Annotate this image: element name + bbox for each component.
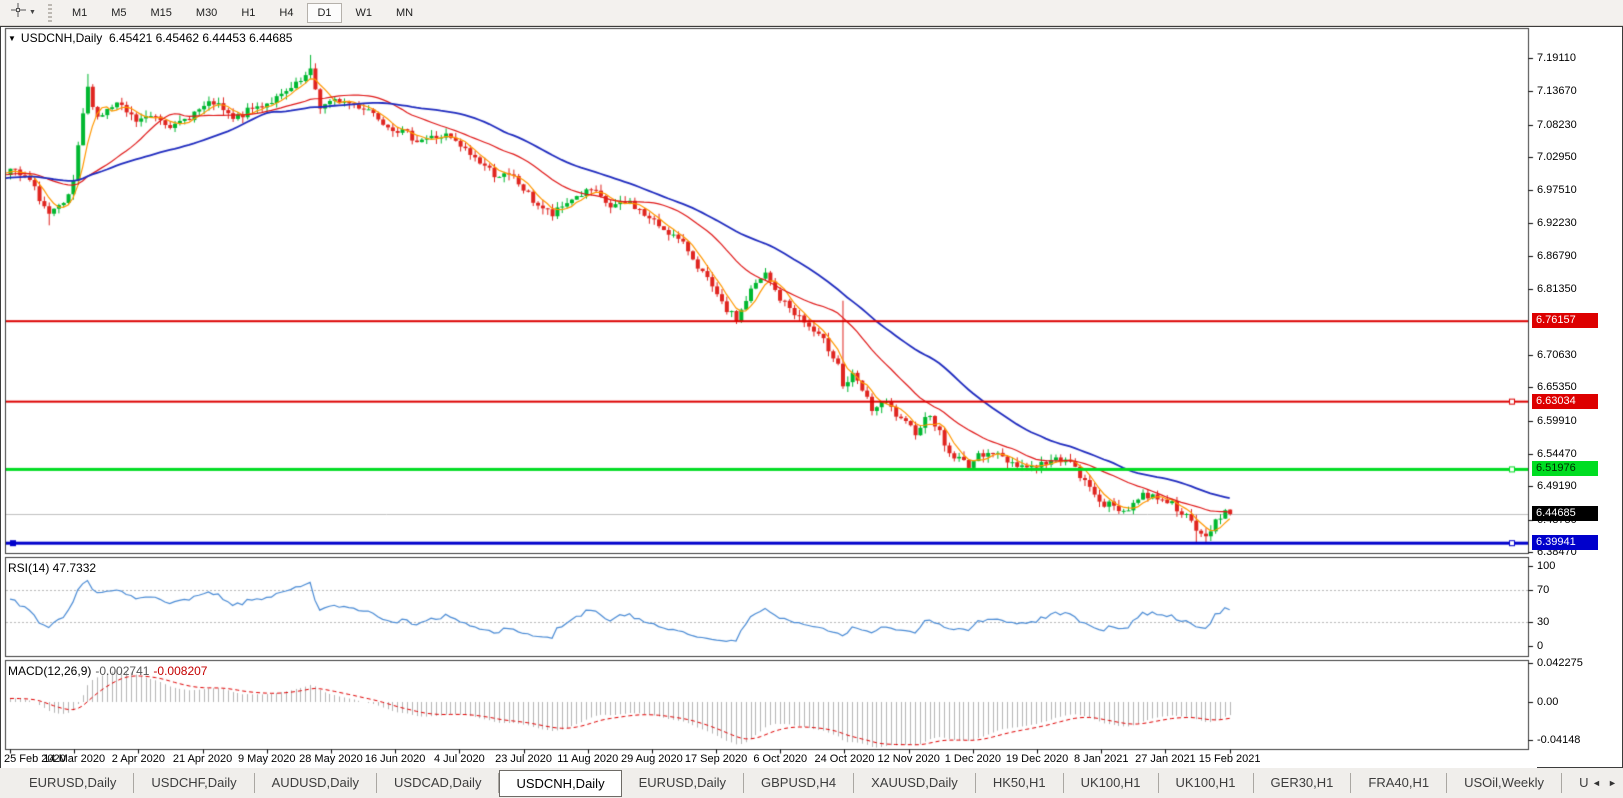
chart-tab-fra40-h1[interactable]: FRA40,H1	[1351, 773, 1448, 793]
date-axis-label: 12 Nov 2020	[877, 753, 940, 765]
date-axis-label: 17 Sep 2020	[684, 753, 748, 765]
axis-tick-label: 6.92230	[1537, 216, 1577, 229]
chart-tab-eurusd-daily[interactable]: EURUSD,Daily	[12, 773, 135, 793]
axis-tick-label: 7.19110	[1537, 51, 1576, 64]
date-axis-label: 21 Apr 2020	[172, 753, 233, 765]
price-axis[interactable]: 7.19110 7.13670 7.08230 7.02950 6.97510 6.922…	[1532, 27, 1622, 768]
date-axis-label: 1 Dec 2020	[944, 753, 1001, 765]
chart-tab-bar: EURUSD,Daily USDCHF,Daily AUDUSD,Daily USDC…	[0, 768, 1623, 798]
chart-tab-usdjpy-h1[interactable]: USDJPY,H1	[1562, 773, 1588, 793]
main-toolbar: ▼ M1 M5 M15 M30 H1 H4 D1 W1 MN	[0, 0, 1623, 26]
axis-tick-label: 7.13670	[1537, 85, 1577, 98]
date-axis-label: 15 Feb 2021	[1198, 753, 1261, 765]
axis-tick-label: 6.81350	[1537, 283, 1577, 296]
toolbar-grip	[47, 3, 52, 22]
timeframe-buttons: M1 M5 M15 M30 H1 H4 D1 W1 MN	[62, 2, 427, 23]
axis-tick-label: 6.59910	[1537, 414, 1577, 427]
timeframe-button-m5[interactable]: M5	[101, 3, 136, 23]
tab-scroll-left-button[interactable]: ◄	[1592, 778, 1601, 788]
date-axis-label: 9 May 2020	[238, 753, 296, 765]
axis-tick-label: 7.08230	[1537, 118, 1577, 131]
axis-tick-label: 0	[1537, 640, 1544, 652]
axis-tick-label: 6.54470	[1537, 448, 1577, 461]
axis-tick-label: 70	[1537, 584, 1550, 596]
axis-tick-label: 6.49190	[1537, 480, 1577, 493]
date-axis-label: 28 May 2020	[299, 753, 363, 765]
axis-tick-label: 6.86790	[1537, 250, 1577, 263]
chart-tab-ger30-h1[interactable]: GER30,H1	[1254, 773, 1352, 793]
macd-main-value: -0.002741	[95, 664, 150, 678]
axis-tick-label: 6.65350	[1537, 381, 1577, 394]
chart-window: ▼ USDCNH,Daily 6.45421 6.45462 6.44453 6.…	[0, 26, 1623, 768]
date-axis-label: 11 Aug 2020	[557, 753, 619, 765]
timeframe-button-m30[interactable]: M30	[186, 3, 227, 23]
chart-tab-usdchf-daily[interactable]: USDCHF,Daily	[134, 773, 255, 793]
chart-tab-usoil-weekly[interactable]: USOil,Weekly	[1447, 773, 1563, 793]
chart-tab-hk50-h1[interactable]: HK50,H1	[976, 773, 1064, 793]
date-axis-label: 19 Dec 2020	[1005, 753, 1069, 765]
axis-tick-label: 6.97510	[1537, 184, 1577, 197]
date-axis-label: 16 Jun 2020	[364, 753, 426, 765]
axis-tick-label: 30	[1537, 616, 1550, 628]
chevron-down-icon: ▼	[29, 9, 36, 16]
date-axis-label: 6 Oct 2020	[753, 753, 808, 765]
rsi-indicator-label: RSI(14) 47.7332	[8, 561, 97, 575]
macd-signal-value: -0.008207	[153, 664, 208, 678]
timeframe-button-m1[interactable]: M1	[62, 3, 97, 23]
chart-tab-uk100-h1[interactable]: UK100,H1	[1159, 773, 1254, 793]
axis-tick-label: -0.04148	[1537, 734, 1581, 747]
date-axis-label: 23 Jul 2020	[495, 753, 552, 765]
chart-symbol: USDCNH,Daily	[20, 31, 103, 45]
date-axis-label: 14 Mar 2020	[43, 753, 106, 765]
hline-price-label: 6.63034	[1532, 393, 1598, 409]
macd-name: MACD(12,26,9)	[8, 664, 92, 678]
axis-tick-label: 100	[1537, 560, 1556, 572]
cursor-tool-button[interactable]: ▼	[6, 0, 40, 25]
timeframe-button-h4[interactable]: H4	[269, 3, 303, 23]
chart-title: ▼ USDCNH,Daily 6.45421 6.45462 6.44453 6.…	[8, 31, 292, 45]
axis-tick-label: 6.70630	[1537, 349, 1577, 362]
chart-tab-usdcad-daily[interactable]: USDCAD,Daily	[377, 773, 500, 793]
timeframe-button-h1[interactable]: H1	[231, 3, 265, 23]
timeframe-button-w1[interactable]: W1	[346, 3, 383, 23]
chart-ohlc-quotes: 6.45421 6.45462 6.44453 6.44685	[108, 31, 293, 45]
bid-price-label: 6.44685	[1532, 506, 1598, 522]
axis-tick-label: 0.042275	[1537, 657, 1583, 670]
timeframe-button-d1[interactable]: D1	[307, 2, 342, 23]
date-axis-label: 29 Aug 2020	[620, 753, 683, 765]
date-axis[interactable]: 25 Feb 2020 14 Mar 2020 2 Apr 2020 21 Apr 2…	[1, 752, 1531, 768]
symbol-dropdown-icon[interactable]: ▼	[8, 34, 16, 43]
hline-price-label: 6.76157	[1532, 313, 1598, 329]
tab-scroll-right-button[interactable]: ►	[1608, 778, 1617, 788]
axis-tick-label: 0.00	[1537, 696, 1559, 708]
timeframe-button-mn[interactable]: MN	[386, 3, 423, 23]
hline-price-label: 6.39941	[1532, 535, 1598, 551]
chart-tab-audusd-daily[interactable]: AUDUSD,Daily	[255, 773, 378, 793]
timeframe-button-m15[interactable]: M15	[141, 3, 182, 23]
chart-tab-gbpusd-h4[interactable]: GBPUSD,H4	[744, 773, 855, 793]
chart-tab-xauusd-daily[interactable]: XAUUSD,Daily	[854, 773, 976, 793]
date-axis-label: 2 Apr 2020	[111, 753, 165, 765]
chart-tab-usdcnh-daily[interactable]: USDCNH,Daily	[499, 769, 622, 797]
date-axis-label: 25 Feb 2020	[4, 753, 66, 765]
tab-scroll-arrows: ◄ ►	[1588, 776, 1623, 790]
tab-list: EURUSD,Daily USDCHF,Daily AUDUSD,Daily USDC…	[12, 768, 1588, 798]
date-axis-label: 27 Jan 2021	[1135, 753, 1196, 765]
axis-tick-label: 7.02950	[1537, 150, 1577, 163]
date-axis-label: 4 Jul 2020	[433, 753, 485, 765]
date-axis-label: 24 Oct 2020	[814, 753, 875, 765]
date-axis-label: 8 Jan 2021	[1074, 753, 1129, 765]
hline-price-label: 6.51976	[1532, 461, 1598, 477]
chart-canvas[interactable]	[1, 27, 1537, 768]
crosshair-icon	[10, 2, 35, 23]
macd-indicator-label: MACD(12,26,9) -0.002741 -0.008207	[8, 664, 207, 678]
chart-tab-uk100-h1[interactable]: UK100,H1	[1064, 773, 1159, 793]
chart-tab-eurusd-daily[interactable]: EURUSD,Daily	[622, 773, 744, 793]
